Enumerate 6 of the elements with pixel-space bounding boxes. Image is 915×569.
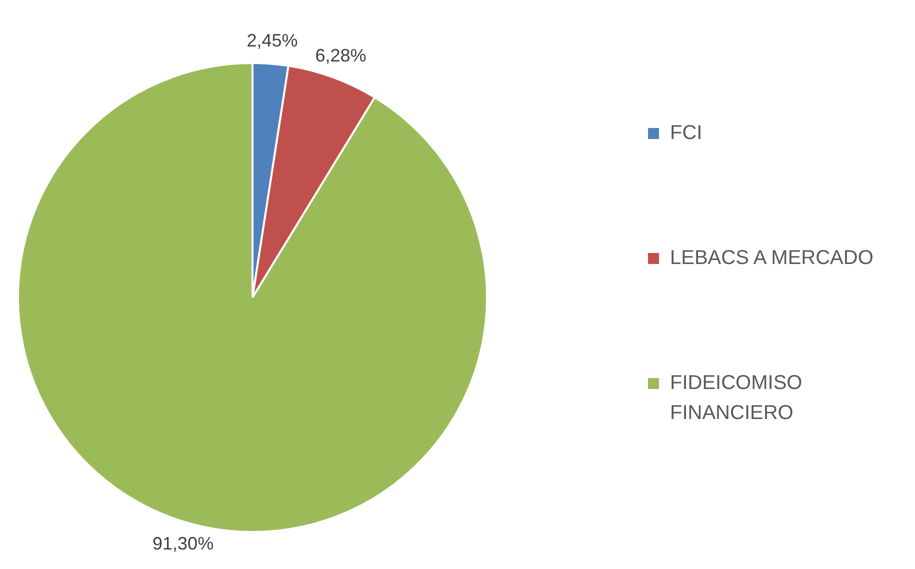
data-label: 6,28% <box>315 46 366 66</box>
data-label: 91,30% <box>152 533 214 554</box>
legend-label: LEBACS A MERCADO <box>670 246 874 271</box>
legend-label: FIDEICOMISO FINANCIERO <box>670 371 804 426</box>
data-label: 2,45% <box>246 30 298 51</box>
legend-label: FCI <box>670 121 704 146</box>
